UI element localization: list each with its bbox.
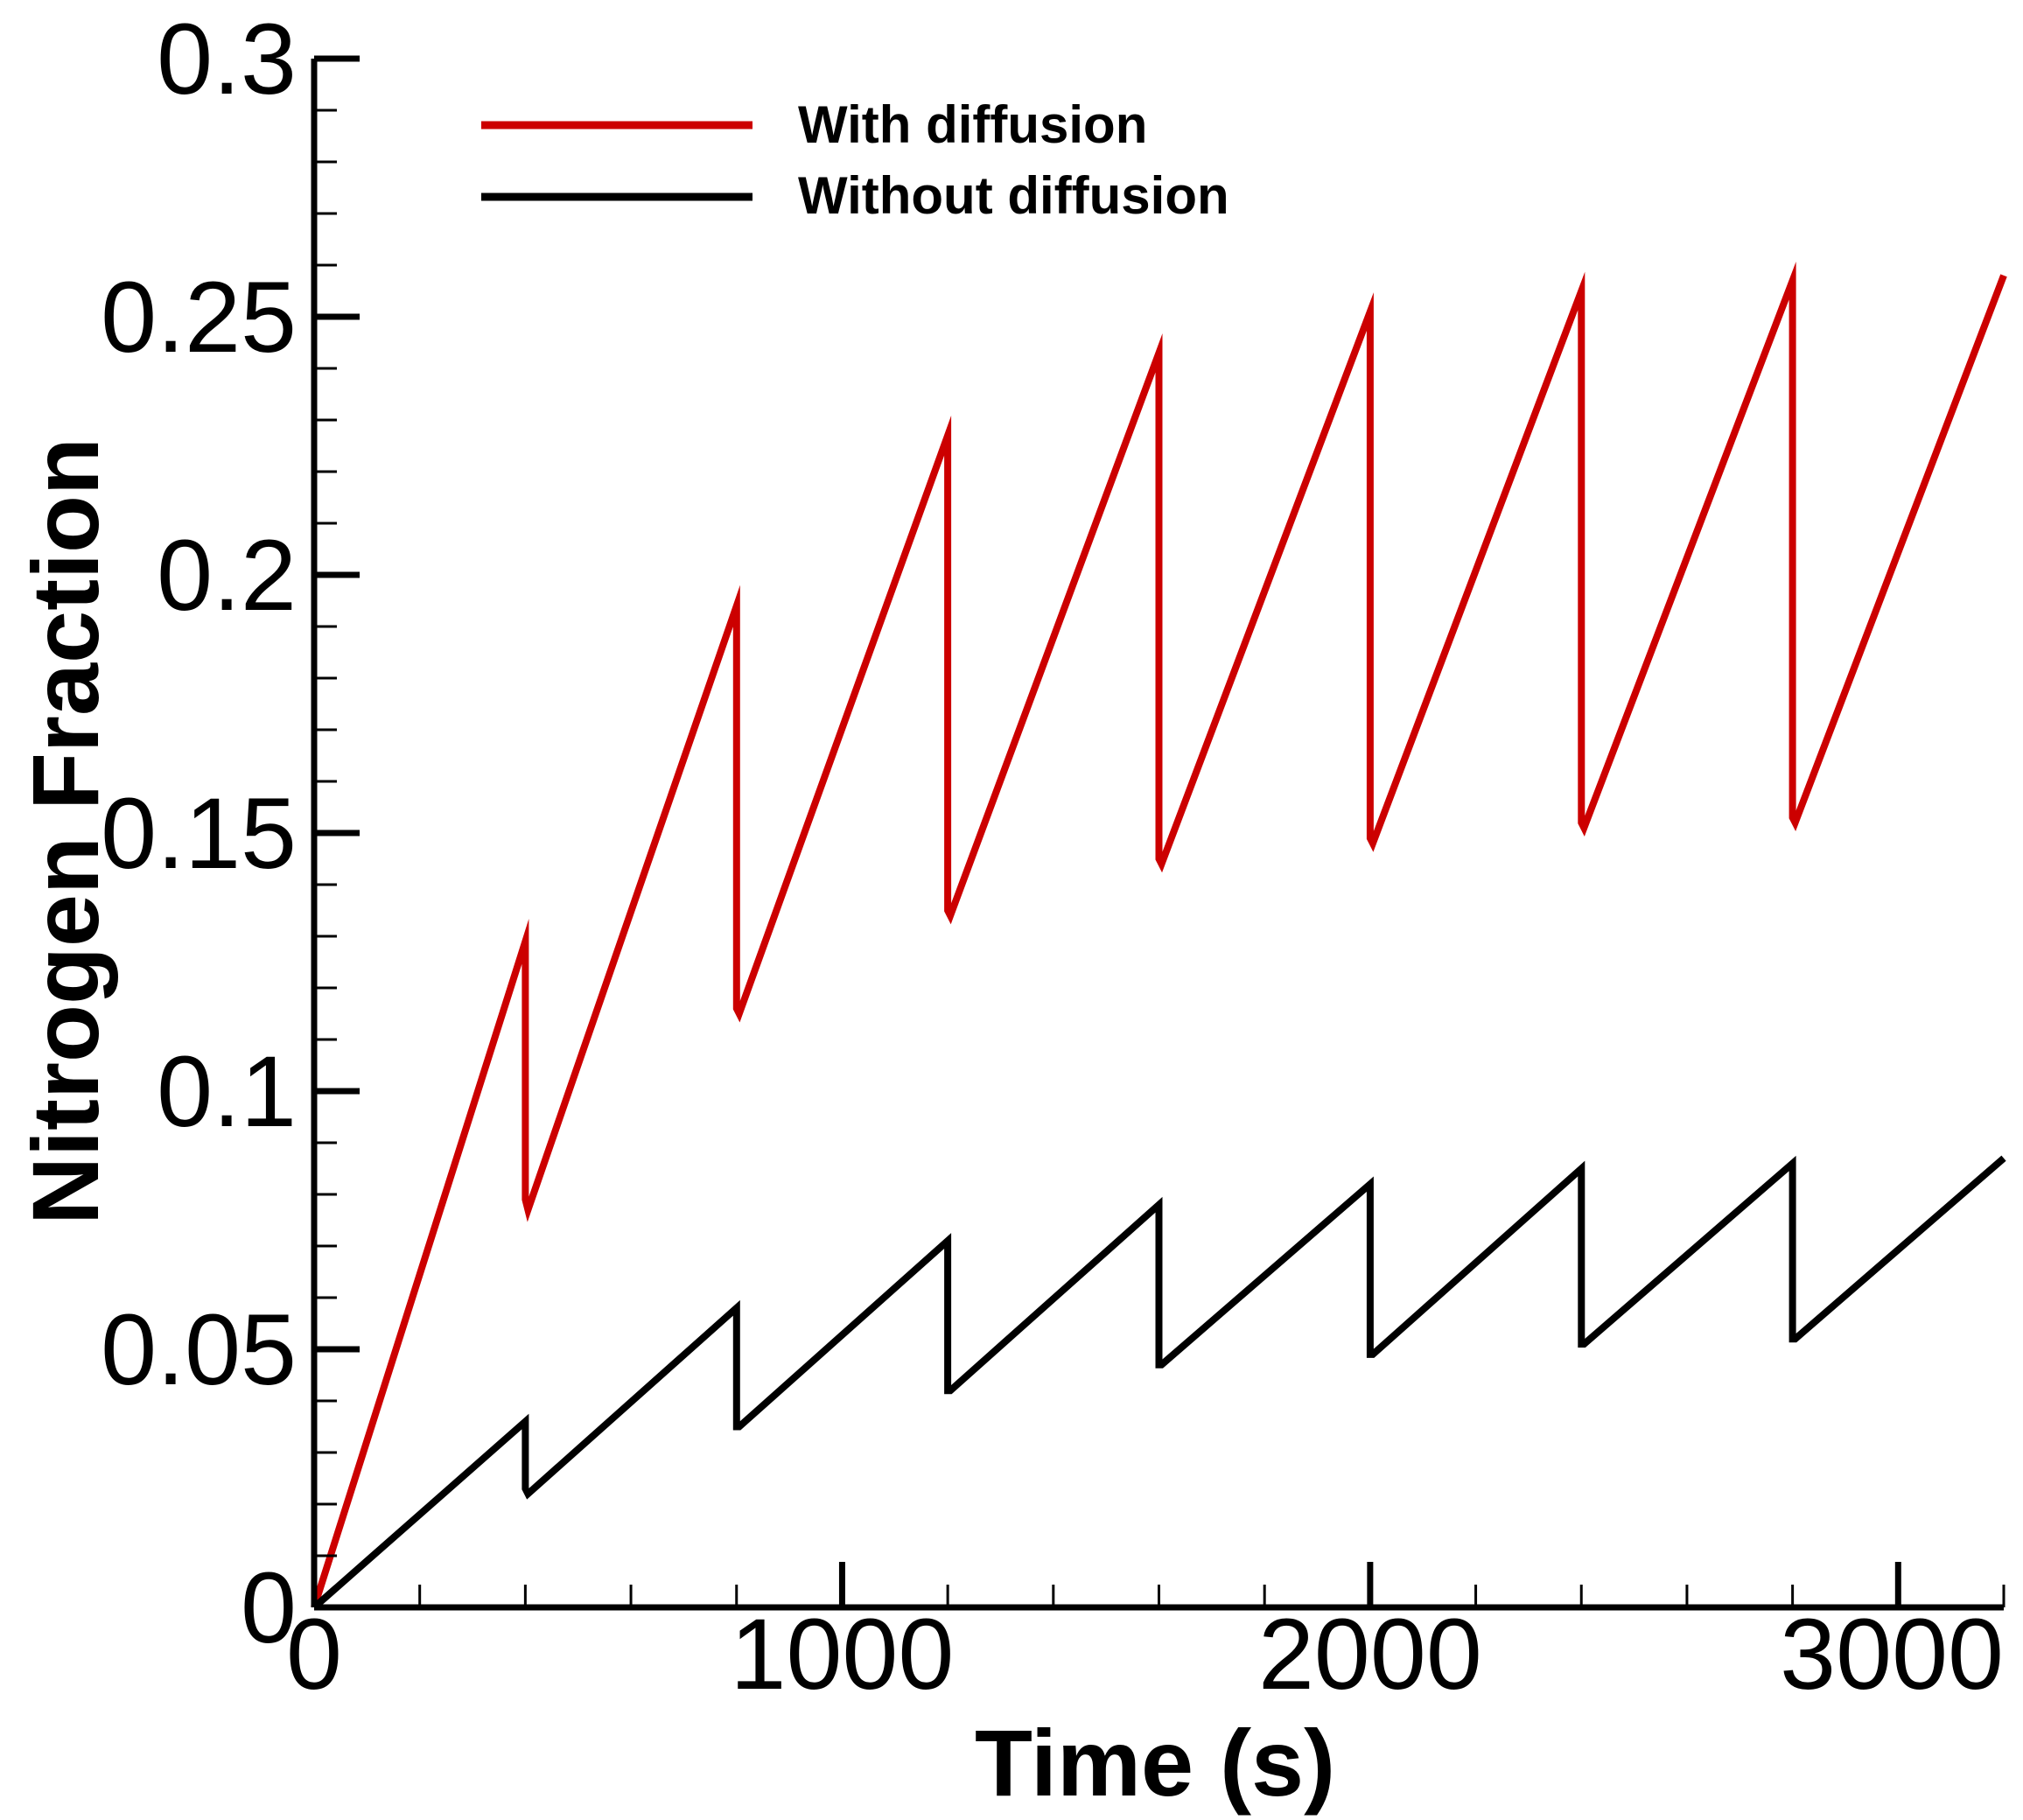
x-tick-label: 1000 <box>731 1599 955 1711</box>
legend-label-with-diffusion: With diffusion <box>798 95 1147 154</box>
series-line-with-diffusion <box>311 261 2007 1609</box>
series-line-without-diffusion <box>312 1155 2006 1611</box>
x-tick-label: 2000 <box>1258 1599 1482 1711</box>
y-tick-label: 0.3 <box>157 4 297 116</box>
plot-area <box>311 261 2007 1611</box>
legend: With diffusion Without diffusion <box>481 95 1229 225</box>
y-tick-label: 0.25 <box>101 262 297 374</box>
y-tick-label: 0 <box>241 1552 297 1664</box>
y-axis-title: Nitrogen Fraction <box>12 438 118 1225</box>
x-axis-title: Time (s) <box>975 1710 1335 1816</box>
tick-labels: 0 0.05 0.1 0.15 0.2 0.25 0.3 0 1000 2000 3000 <box>101 4 2004 1711</box>
x-tick-label: 0 <box>286 1599 342 1711</box>
x-tick-label: 3000 <box>1780 1599 2004 1711</box>
y-tick-label: 0.15 <box>101 778 297 890</box>
tick-marks <box>311 55 2006 1611</box>
legend-label-without-diffusion: Without diffusion <box>798 166 1229 225</box>
y-tick-label: 0.2 <box>157 520 297 632</box>
y-tick-label: 0.1 <box>157 1036 297 1148</box>
y-tick-label: 0.05 <box>101 1294 297 1406</box>
